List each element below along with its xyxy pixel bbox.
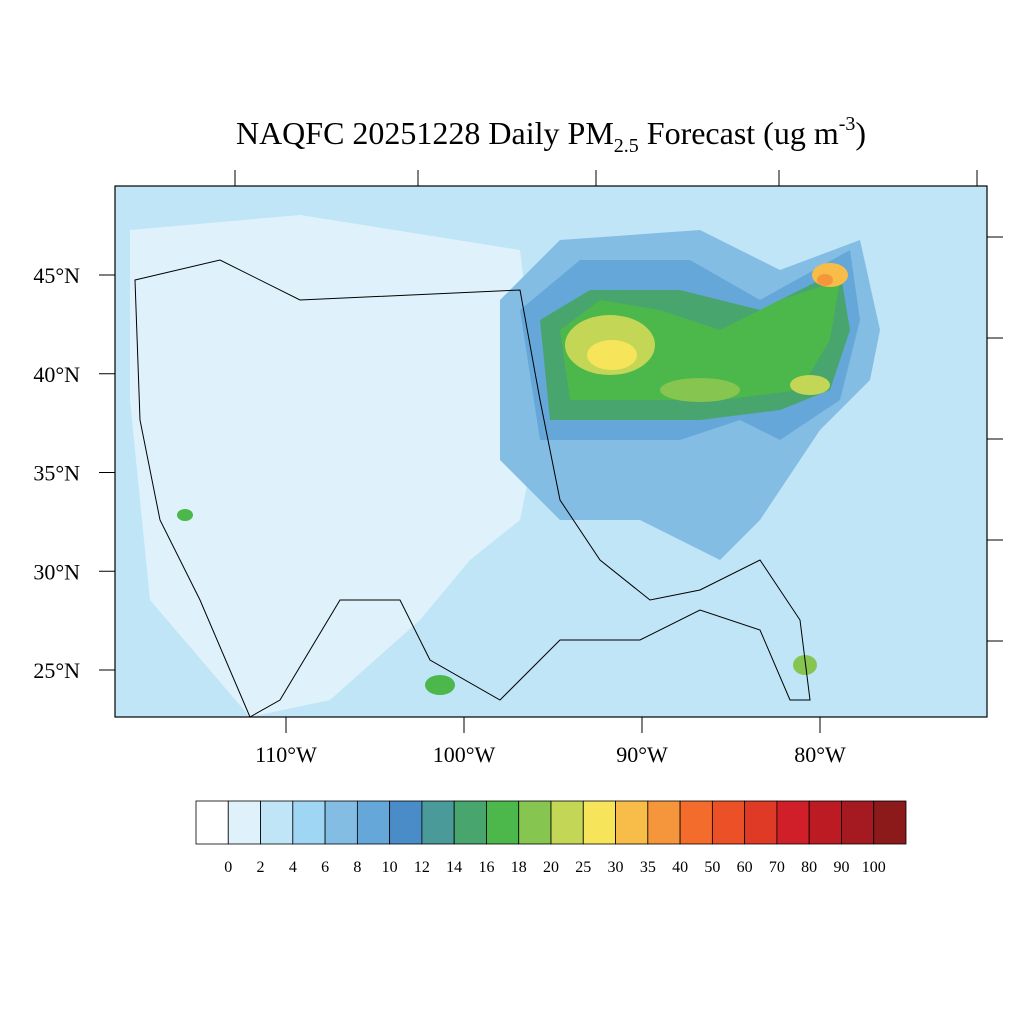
colorbar-box — [195, 800, 229, 845]
colorbar-box — [389, 800, 423, 845]
colorbar-box — [518, 800, 552, 845]
colorbar-box — [227, 800, 261, 845]
colorbar-label: 12 — [414, 859, 430, 876]
colorbar-label: 2 — [257, 859, 265, 876]
colorbar-box — [776, 800, 810, 845]
concentration-field — [115, 186, 987, 717]
colorbar-label: 14 — [446, 859, 462, 876]
lon-label: 110°W — [255, 742, 317, 767]
lat-label: 30°N — [33, 559, 80, 584]
hotspot — [790, 375, 830, 395]
lon-label: 80°W — [794, 742, 846, 767]
hotspot — [177, 509, 193, 521]
colorbar-box — [260, 800, 294, 845]
colorbar-label: 60 — [737, 859, 753, 876]
colorbar-box — [550, 800, 584, 845]
colorbar-label: 30 — [608, 859, 624, 876]
hotspot — [587, 340, 637, 370]
hotspot — [660, 378, 740, 402]
colorbar-box — [453, 800, 487, 845]
colorbar-box — [711, 800, 746, 845]
colorbar-box — [808, 800, 842, 845]
colorbar-box — [582, 800, 616, 845]
title-unit: Forecast (ug m — [639, 115, 839, 151]
hotspot — [817, 274, 833, 286]
colorbar-label: 40 — [672, 859, 688, 876]
colorbar-box — [356, 800, 391, 845]
lat-label: 25°N — [33, 658, 80, 683]
lon-label: 90°W — [616, 742, 668, 767]
hotspot — [425, 675, 455, 695]
colorbar-box — [486, 800, 520, 845]
colorbar-label: 0 — [224, 859, 232, 876]
colorbar-box — [292, 800, 326, 845]
colorbar-label: 25 — [575, 859, 591, 876]
colorbar-box — [841, 800, 875, 845]
colorbar-label: 100 — [862, 859, 886, 876]
title-main: NAQFC 20251228 Daily PM — [236, 115, 614, 151]
colorbar-label: 8 — [353, 859, 361, 876]
colorbar-label: 10 — [382, 859, 398, 876]
colorbar-box — [647, 800, 681, 845]
lat-label: 45°N — [33, 263, 80, 288]
lat-label: 35°N — [33, 461, 80, 486]
colorbar-box — [421, 800, 455, 845]
colorbar-box — [324, 800, 358, 845]
colorbar-box — [679, 800, 713, 845]
map-title: NAQFC 20251228 Daily PM2.5 Forecast (ug … — [236, 113, 866, 157]
lon-label: 100°W — [433, 742, 496, 767]
colorbar-box — [873, 800, 907, 845]
hotspot — [793, 655, 817, 675]
colorbar-label: 18 — [511, 859, 527, 876]
colorbar-label: 70 — [769, 859, 785, 876]
colorbar-box — [615, 800, 649, 845]
colorbar-label: 16 — [478, 859, 494, 876]
colorbar-label: 20 — [543, 859, 559, 876]
colorbar-box — [744, 800, 778, 845]
title-close: ) — [855, 115, 866, 151]
colorbar-label: 35 — [640, 859, 656, 876]
lat-label: 40°N — [33, 362, 80, 387]
title-subscript: 2.5 — [614, 135, 639, 157]
map-frame — [114, 185, 988, 718]
title-superscript: -3 — [839, 113, 856, 135]
colorbar-label: 50 — [704, 859, 720, 876]
west-low-field — [130, 215, 540, 717]
coastline — [134, 259, 811, 717]
colorbar-label: 90 — [833, 859, 849, 876]
frame-ticks — [234, 170, 1003, 642]
colorbar-label: 6 — [321, 859, 329, 876]
colorbar-label: 80 — [801, 859, 817, 876]
colorbar-label: 4 — [289, 859, 297, 876]
